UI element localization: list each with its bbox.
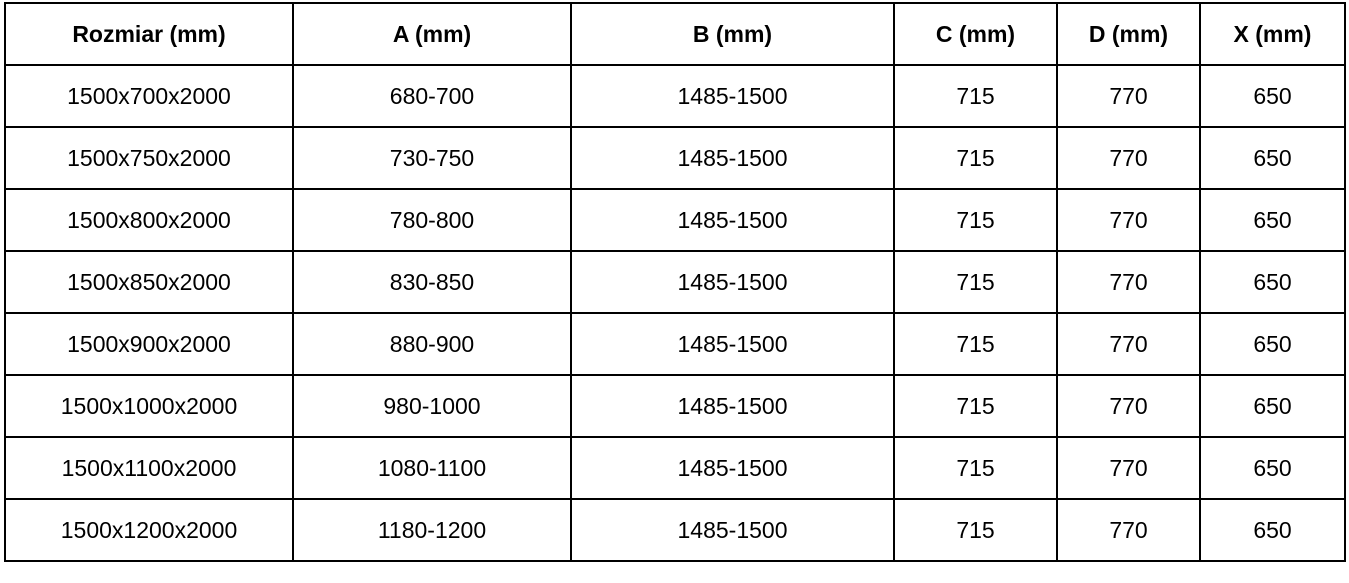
cell-b: 1485-1500	[570, 498, 895, 562]
cell-b: 1485-1500	[570, 188, 895, 252]
cell-x: 650	[1199, 312, 1346, 376]
cell-size: 1500x1200x2000	[4, 498, 294, 562]
cell-b: 1485-1500	[570, 64, 895, 128]
cell-x: 650	[1199, 64, 1346, 128]
cell-c: 715	[893, 126, 1058, 190]
cell-a: 730-750	[292, 126, 572, 190]
cell-d: 770	[1056, 250, 1201, 314]
table-row: 1500x850x2000 830-850 1485-1500 715 770 650	[4, 250, 1346, 314]
dimensions-table: Rozmiar (mm) A (mm) B (mm) C (mm) D (mm)…	[4, 2, 1346, 562]
cell-size: 1500x800x2000	[4, 188, 294, 252]
cell-c: 715	[893, 436, 1058, 500]
cell-c: 715	[893, 64, 1058, 128]
cell-b: 1485-1500	[570, 374, 895, 438]
cell-b: 1485-1500	[570, 250, 895, 314]
cell-x: 650	[1199, 250, 1346, 314]
cell-a: 830-850	[292, 250, 572, 314]
cell-size: 1500x700x2000	[4, 64, 294, 128]
cell-a: 680-700	[292, 64, 572, 128]
table-row: 1500x800x2000 780-800 1485-1500 715 770 650	[4, 188, 1346, 252]
header-b: B (mm)	[570, 2, 895, 66]
table-row: 1500x1000x2000 980-1000 1485-1500 715 770 650	[4, 374, 1346, 438]
cell-size: 1500x850x2000	[4, 250, 294, 314]
cell-d: 770	[1056, 312, 1201, 376]
cell-c: 715	[893, 312, 1058, 376]
cell-x: 650	[1199, 498, 1346, 562]
cell-d: 770	[1056, 498, 1201, 562]
cell-size: 1500x750x2000	[4, 126, 294, 190]
cell-size: 1500x1100x2000	[4, 436, 294, 500]
table-row: 1500x700x2000 680-700 1485-1500 715 770 650	[4, 64, 1346, 128]
table-row: 1500x750x2000 730-750 1485-1500 715 770 650	[4, 126, 1346, 190]
cell-size: 1500x900x2000	[4, 312, 294, 376]
cell-x: 650	[1199, 188, 1346, 252]
cell-x: 650	[1199, 374, 1346, 438]
cell-c: 715	[893, 188, 1058, 252]
cell-c: 715	[893, 498, 1058, 562]
cell-c: 715	[893, 374, 1058, 438]
cell-d: 770	[1056, 436, 1201, 500]
cell-b: 1485-1500	[570, 312, 895, 376]
header-d: D (mm)	[1056, 2, 1201, 66]
cell-a: 880-900	[292, 312, 572, 376]
cell-b: 1485-1500	[570, 126, 895, 190]
header-row: Rozmiar (mm) A (mm) B (mm) C (mm) D (mm)…	[4, 2, 1346, 66]
cell-b: 1485-1500	[570, 436, 895, 500]
cell-x: 650	[1199, 126, 1346, 190]
header-a: A (mm)	[292, 2, 572, 66]
table-row: 1500x1200x2000 1180-1200 1485-1500 715 770 65…	[4, 498, 1346, 562]
cell-d: 770	[1056, 188, 1201, 252]
cell-a: 780-800	[292, 188, 572, 252]
cell-d: 770	[1056, 64, 1201, 128]
cell-a: 1180-1200	[292, 498, 572, 562]
header-x: X (mm)	[1199, 2, 1346, 66]
cell-x: 650	[1199, 436, 1346, 500]
cell-d: 770	[1056, 126, 1201, 190]
cell-size: 1500x1000x2000	[4, 374, 294, 438]
cell-d: 770	[1056, 374, 1201, 438]
header-c: C (mm)	[893, 2, 1058, 66]
cell-c: 715	[893, 250, 1058, 314]
cell-a: 1080-1100	[292, 436, 572, 500]
cell-a: 980-1000	[292, 374, 572, 438]
table-row: 1500x1100x2000 1080-1100 1485-1500 715 770 65…	[4, 436, 1346, 500]
table-row: 1500x900x2000 880-900 1485-1500 715 770 650	[4, 312, 1346, 376]
header-size: Rozmiar (mm)	[4, 2, 294, 66]
